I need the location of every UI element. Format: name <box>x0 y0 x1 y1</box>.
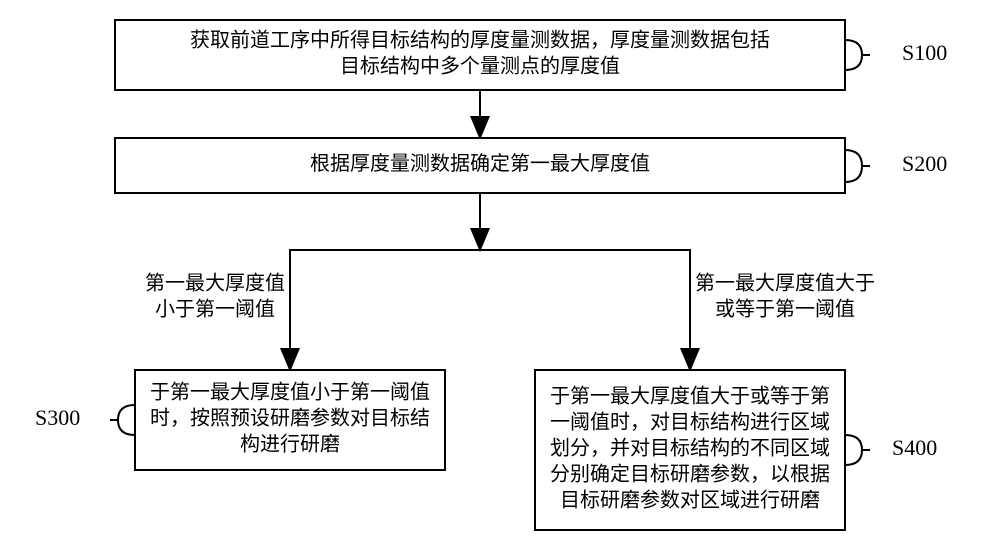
brace-s100 <box>845 40 862 70</box>
node-text: 目标结构中多个量测点的厚度值 <box>340 55 620 78</box>
node-text: 构进行研磨 <box>240 433 340 456</box>
node-text: 于第一最大厚度值大于或等于第 <box>550 385 830 408</box>
step-label-s400: S400 <box>892 435 937 460</box>
node-text: 分别确定目标研磨参数，以根据 <box>550 463 830 486</box>
edge-label: 第一最大厚度值 <box>145 272 285 295</box>
brace-s400 <box>845 435 862 465</box>
node-text: 于第一最大厚度值小于第一阈值 <box>150 381 430 404</box>
edge-label: 小于第一阈值 <box>155 298 275 321</box>
node-text: 根据厚度量测数据确定第一最大厚度值 <box>310 152 650 175</box>
edge-label: 第一最大厚度值大于 <box>695 272 875 295</box>
edge-label: 或等于第一阈值 <box>715 298 855 321</box>
brace-s300 <box>118 405 135 435</box>
step-label-s100: S100 <box>902 40 947 65</box>
node-text: 获取前道工序中所得目标结构的厚度量测数据，厚度量测数据包括 <box>190 29 770 52</box>
brace-s200 <box>845 150 862 182</box>
node-text: 划分，并对目标结构的不同区域 <box>550 437 830 460</box>
node-text: 目标研磨参数对区域进行研磨 <box>560 489 820 512</box>
step-label-s300: S300 <box>35 405 80 430</box>
node-text: 时，按照预设研磨参数对目标结 <box>150 407 430 430</box>
edge-split-s300 <box>290 250 480 370</box>
edge-split-s400 <box>480 250 690 370</box>
step-label-s200: S200 <box>902 151 947 176</box>
node-text: 一阈值时，对目标结构进行区域 <box>550 411 830 434</box>
